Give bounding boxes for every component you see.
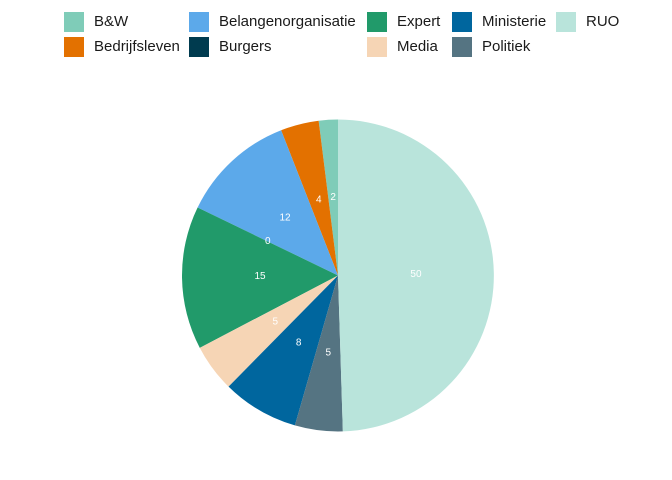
data-label-expert: 15	[254, 271, 266, 282]
legend-label-politiek: Politiek	[482, 38, 531, 55]
data-label-ruo: 50	[410, 269, 422, 280]
legend-item-ministerie: Ministerie	[452, 12, 546, 32]
legend-swatch-ministerie	[452, 12, 472, 32]
legend-label-media: Media	[397, 38, 438, 55]
pie-slices	[181, 119, 494, 432]
legend-label-ministerie: Ministerie	[482, 13, 547, 30]
legend-label-burgers: Burgers	[219, 38, 272, 55]
legend-item-media: Media	[367, 37, 438, 57]
pie-slice-ministerie	[228, 275, 338, 426]
legend-item-burgers: Burgers	[189, 37, 272, 57]
pie-slice-bedrijfsleven	[281, 120, 338, 276]
pie-slice-bw	[318, 119, 338, 276]
legend-item-belangenorganisatie: Belangenorganisatie	[189, 12, 356, 32]
legend-item-expert: Expert	[367, 12, 440, 32]
data-label-ministerie: 8	[296, 337, 302, 348]
legend-label-bw: B&W	[94, 13, 129, 30]
data-label-burgers: 0	[265, 236, 271, 247]
legend-label-expert: Expert	[397, 13, 441, 30]
legend-swatch-belangenorganisatie	[189, 12, 209, 32]
legend-swatch-bedrijfsleven	[64, 37, 84, 57]
legend-item-politiek: Politiek	[452, 37, 530, 57]
pie-slice-ruo	[338, 119, 494, 432]
chart-legend: B&W Bedrijfsleven Belangenorganisatie Bu…	[64, 12, 664, 62]
legend-label-bedrijfsleven: Bedrijfsleven	[94, 38, 180, 55]
legend-swatch-expert	[367, 12, 387, 32]
data-label-politiek: 5	[326, 347, 332, 358]
pie-slice-media	[199, 275, 338, 387]
pie-slice-expert	[181, 207, 338, 348]
legend-item-bedrijfsleven: Bedrijfsleven	[64, 37, 180, 57]
legend-label-belangenorganisatie: Belangenorganisatie	[219, 13, 356, 30]
pie-data-labels: 24 12 0 15 5 8 5 50	[254, 192, 422, 358]
legend-swatch-burgers	[189, 37, 209, 57]
data-label-bw: 2	[330, 192, 336, 203]
legend-swatch-politiek	[452, 37, 472, 57]
data-label-media: 5	[273, 316, 279, 327]
legend-swatch-ruo	[556, 12, 576, 32]
legend-swatch-bw	[64, 12, 84, 32]
legend-swatch-media	[367, 37, 387, 57]
data-label-belangenorganisatie: 12	[279, 213, 291, 224]
pie-slice-belangenorganisatie	[197, 130, 338, 276]
legend-label-ruo: RUO	[586, 13, 620, 30]
pie-slice-politiek	[294, 275, 343, 432]
legend-item-ruo: RUO	[556, 12, 619, 32]
data-label-bedrijfsleven: 4	[316, 194, 322, 205]
legend-item-bw: B&W	[64, 12, 128, 32]
